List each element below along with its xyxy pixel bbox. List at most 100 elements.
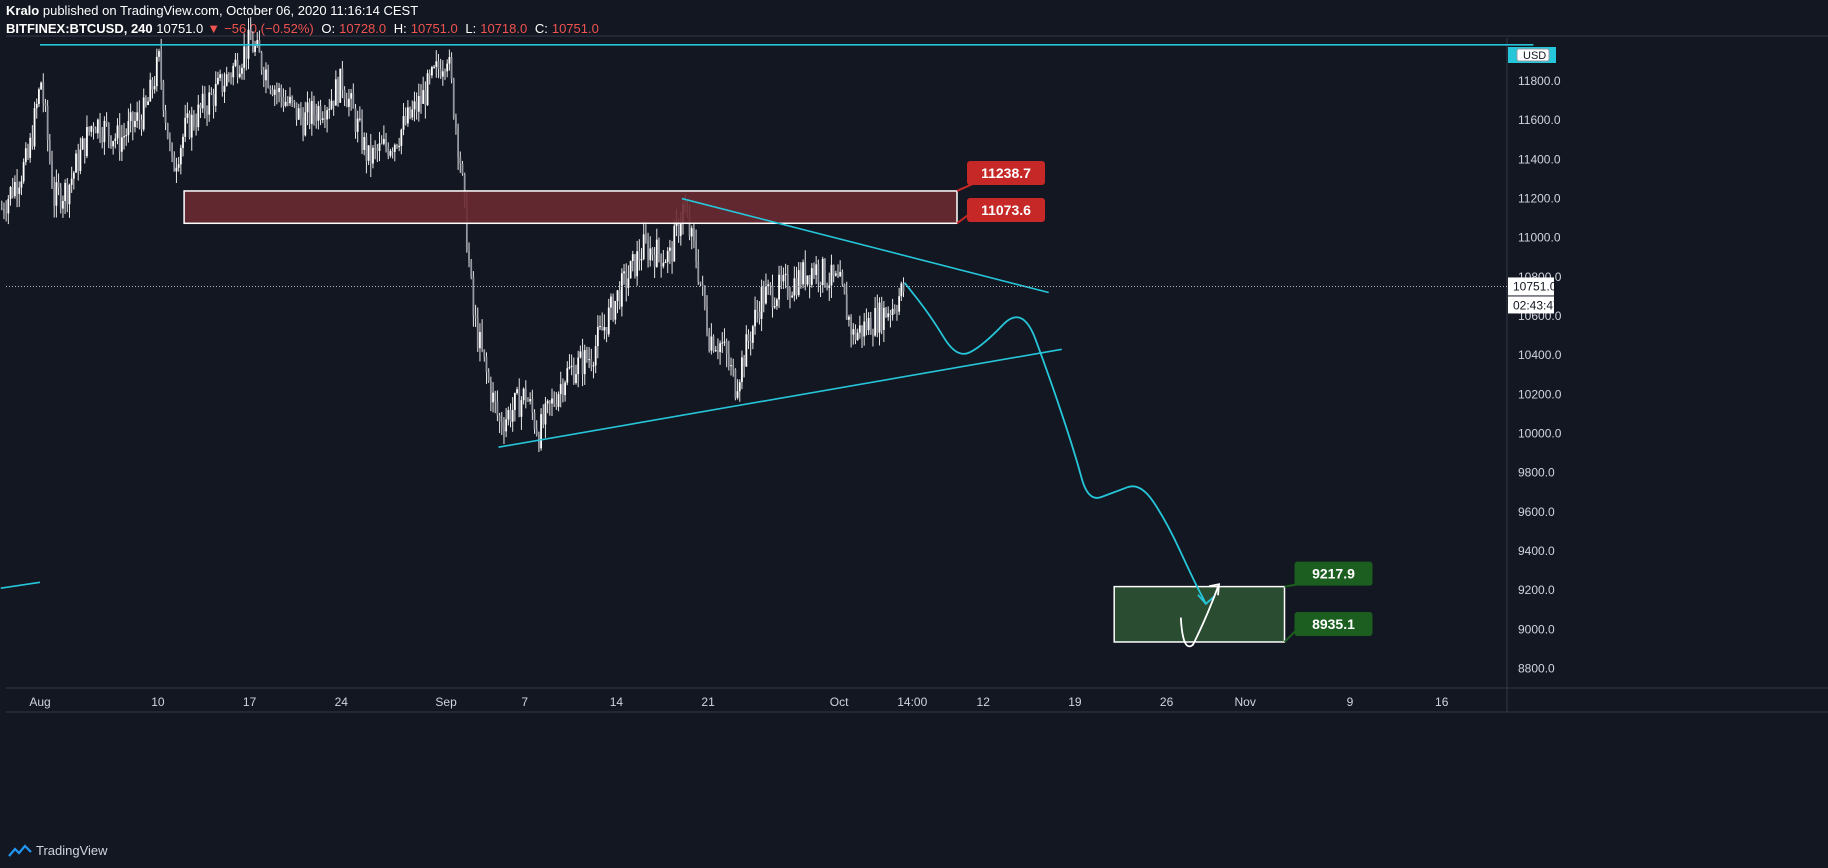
candle-body <box>188 113 191 138</box>
candle-body <box>341 68 344 90</box>
candle-body <box>668 247 671 251</box>
candle-body <box>138 112 141 120</box>
candle-body <box>701 283 704 287</box>
candle-body <box>470 261 473 277</box>
countdown-label: 02:43:47 <box>1513 298 1560 312</box>
candle-body <box>195 126 198 128</box>
candle-body <box>664 262 667 264</box>
candle-body <box>131 112 134 127</box>
candle-body <box>374 147 377 149</box>
candle-body <box>712 336 715 352</box>
candle-body <box>153 86 156 90</box>
candle-body <box>498 415 501 422</box>
last-price: 10751.0 <box>156 21 204 36</box>
candle-body <box>254 45 256 52</box>
candle-body <box>778 274 780 300</box>
candle-body <box>223 85 226 92</box>
candle-body <box>856 332 859 341</box>
candle-body <box>583 349 586 375</box>
author-name[interactable]: Kralo <box>6 3 40 18</box>
candle-body <box>662 262 665 267</box>
candle-body <box>483 349 486 357</box>
price-chart[interactable]: 11238.7 11073.6 9217.9 8935.1 8800.0 9000.0 9… <box>0 0 1828 833</box>
target-price-tag <box>1294 561 1373 586</box>
candle-body <box>767 284 770 287</box>
candle-body <box>673 225 676 262</box>
candle-body <box>522 388 525 401</box>
candle-body <box>361 118 363 150</box>
candle-body <box>35 103 38 109</box>
time-tick-label: Aug <box>29 695 50 709</box>
candle-body <box>647 240 649 261</box>
target-price-tag <box>1294 611 1373 636</box>
symbol-label[interactable]: BITFINEX:BTCUSD, 240 <box>6 21 153 36</box>
drawings-layer[interactable]: 11238.7 11073.6 9217.9 8935.1 <box>0 44 1534 648</box>
candle-body <box>348 98 350 107</box>
candle-body <box>406 107 409 124</box>
candle-body <box>640 259 643 261</box>
candle-body <box>160 51 163 83</box>
ohlc-legend: BITFINEX:BTCUSD, 240 10751.0 ▼ −56.0 (−0.5… <box>6 20 1822 38</box>
candle-body <box>590 359 593 367</box>
time-tick-label: 21 <box>701 695 715 709</box>
candle-body <box>487 372 490 381</box>
candle-body <box>537 434 540 449</box>
candle-body <box>524 388 527 401</box>
tradingview-logo[interactable]: TradingView <box>8 843 108 858</box>
candle-body <box>304 112 307 136</box>
candle-body <box>422 90 425 104</box>
candle-body <box>872 334 874 336</box>
candle-body <box>690 228 693 237</box>
candle-body <box>749 341 752 343</box>
candle-body <box>42 82 45 104</box>
resistance-tag-pointer <box>956 209 976 225</box>
candle-body <box>278 87 280 93</box>
candle-body <box>644 234 647 241</box>
candle-body <box>542 414 545 425</box>
candle-body <box>238 73 241 78</box>
candle-body <box>334 79 337 106</box>
candle-body <box>214 83 217 106</box>
candle-body <box>780 274 783 282</box>
resistance-zone <box>183 190 958 225</box>
candle-body <box>302 117 304 136</box>
candle-body <box>144 97 147 105</box>
candle-body <box>116 125 119 139</box>
candle-body <box>404 116 407 124</box>
candle-body <box>721 342 724 344</box>
candle-body <box>520 400 523 417</box>
candle-body <box>142 97 145 130</box>
candle-body <box>437 61 440 69</box>
candle-body <box>795 278 798 296</box>
candle-body <box>134 120 136 127</box>
candle-body <box>382 138 385 144</box>
candle-body <box>171 143 173 157</box>
resistance-price-tag <box>967 197 1045 222</box>
currency-label: USD <box>1523 50 1546 62</box>
candle-body <box>876 308 879 333</box>
candle-body <box>627 278 630 288</box>
brand-text: TradingView <box>36 843 108 858</box>
candle-body <box>614 301 617 320</box>
candle-body <box>771 285 774 308</box>
publish-info: Kralo published on TradingView.com, Octo… <box>6 2 1822 20</box>
candle-body <box>841 271 844 285</box>
time-axis[interactable]: Aug 10 17 24 Sep 7 14 21 Oct 14:00 12 19 26 Nov 9 16 <box>29 695 1448 709</box>
candle-body <box>380 143 383 145</box>
price-axis[interactable]: 8800.0 9000.0 9200.0 9400.0 9600.0 9800.0 1000… <box>1508 47 1562 675</box>
candle-body <box>77 153 80 172</box>
candle-body <box>797 270 800 296</box>
candle-body <box>568 366 571 369</box>
countdown-box <box>1508 296 1554 314</box>
current-price-label: 10751.0 <box>1513 279 1557 293</box>
candle-body <box>129 112 132 122</box>
chart-footer: TradingView <box>0 833 1828 868</box>
candle-body <box>551 398 553 404</box>
candle-body <box>140 119 143 130</box>
candle-body <box>754 309 756 327</box>
candle-body <box>594 346 597 366</box>
low-label: L: <box>465 21 477 36</box>
candle-body <box>265 69 267 81</box>
candle-body <box>564 382 566 396</box>
candle-body <box>717 350 719 352</box>
